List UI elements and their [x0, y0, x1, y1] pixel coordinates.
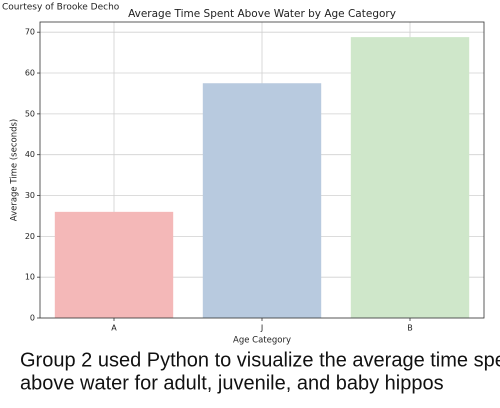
bar — [350, 37, 470, 319]
x-tick-label: A — [111, 324, 117, 333]
credit: Courtesy of Brooke Decho — [2, 3, 120, 13]
y-tick-label: 50 — [25, 109, 35, 118]
y-tick-label: 40 — [25, 150, 35, 159]
x-axis-label: Age Category — [233, 336, 291, 346]
plot-frame — [39, 21, 485, 319]
x-tick-label: B — [407, 324, 413, 333]
caption-line: above water for adult, juvenile, and bab… — [20, 372, 444, 394]
chart-title: Average Time Spent Above Water by Age Ca… — [128, 8, 396, 20]
x-tick-label: J — [260, 324, 263, 333]
bar — [54, 211, 174, 318]
y-tick-label: 10 — [25, 273, 35, 282]
y-tick-label: 20 — [25, 232, 35, 241]
caption-line: Group 2 used Python to visualize the ave… — [20, 349, 500, 371]
y-tick-label: 60 — [25, 69, 35, 78]
y-tick-label: 0 — [30, 314, 35, 323]
y-tick-label: 70 — [25, 28, 35, 37]
bar — [202, 83, 322, 318]
y-tick-label: 30 — [25, 191, 35, 200]
y-axis-label: Average Time (seconds) — [10, 119, 20, 222]
